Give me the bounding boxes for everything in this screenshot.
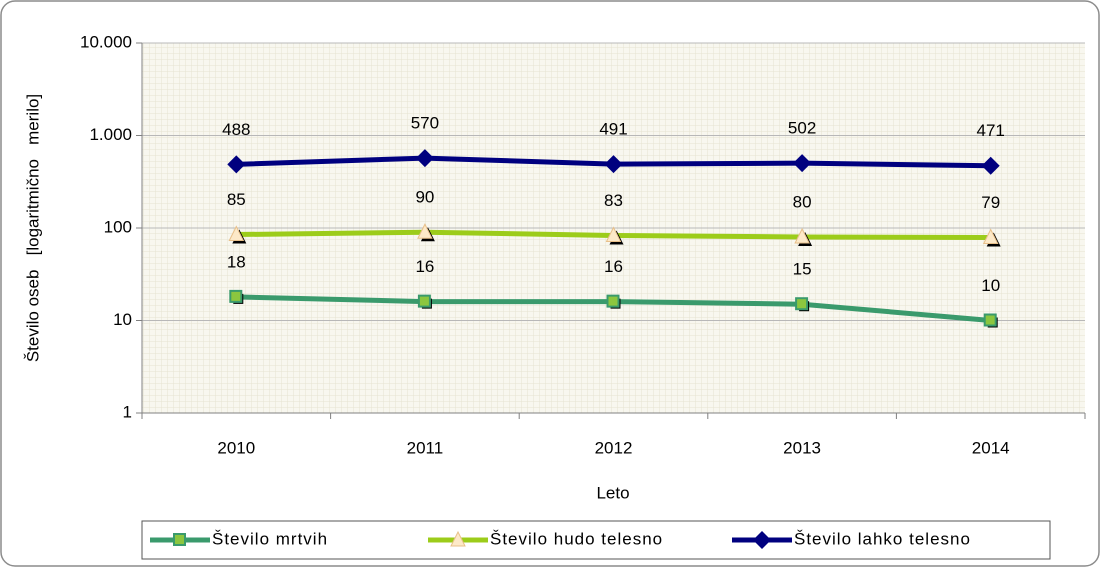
data-label: 10 <box>981 276 1000 295</box>
data-label: 83 <box>604 191 623 210</box>
legend-label: Število hudo telesno <box>490 529 663 548</box>
legend-marker <box>753 531 771 549</box>
data-label: 471 <box>977 121 1005 140</box>
marker <box>795 297 809 311</box>
marker <box>228 225 245 242</box>
y-tick-label: 1 <box>123 402 132 421</box>
y-axis-label: Število oseb [logaritmično merilo] <box>23 94 42 362</box>
marker <box>982 228 999 244</box>
data-label: 80 <box>793 192 812 211</box>
marker <box>604 155 623 174</box>
legend-marker <box>173 533 186 546</box>
data-label: 18 <box>227 252 246 271</box>
x-tick-label: 2012 <box>595 438 633 457</box>
data-label: 16 <box>415 257 434 276</box>
x-tick-label: 2013 <box>783 438 821 457</box>
marker <box>983 313 997 327</box>
data-label: 90 <box>415 188 434 207</box>
y-tick-label: 10.000 <box>80 32 132 51</box>
y-tick-label: 100 <box>104 217 132 236</box>
data-label: 79 <box>981 193 1000 212</box>
legend-marker <box>450 530 466 547</box>
y-tick-label: 1.000 <box>89 125 132 144</box>
data-label: 85 <box>227 190 246 209</box>
marker <box>417 294 431 308</box>
marker <box>417 223 433 239</box>
marker <box>229 289 243 303</box>
data-label: 570 <box>411 114 439 133</box>
x-tick-label: 2010 <box>217 438 255 457</box>
marker <box>415 149 434 168</box>
marker <box>227 155 246 174</box>
marker <box>606 294 620 308</box>
y-tick-label: 10 <box>113 310 132 329</box>
data-label: 502 <box>788 119 816 138</box>
x-axis-label: Leto <box>596 483 629 502</box>
legend-label: Število lahko telesno <box>794 529 971 548</box>
marker <box>605 226 622 242</box>
data-label: 491 <box>599 120 627 139</box>
x-tick-label: 2014 <box>972 438 1010 457</box>
marker <box>794 227 810 244</box>
data-label: 488 <box>222 120 250 139</box>
data-label: 16 <box>604 257 623 276</box>
marker <box>981 156 1000 175</box>
x-tick-label: 2011 <box>407 438 444 457</box>
legend-label: Število mrtvih <box>212 529 328 548</box>
marker <box>793 154 812 173</box>
legend <box>141 520 1051 560</box>
data-label: 15 <box>793 260 812 279</box>
